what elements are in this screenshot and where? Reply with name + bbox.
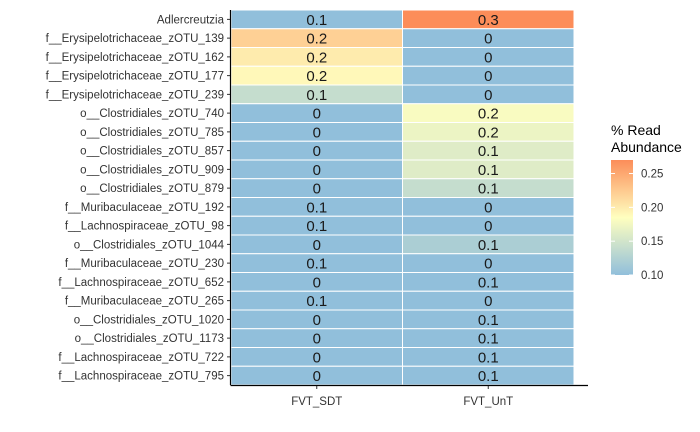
cell-value-label: 0.1 (478, 162, 499, 179)
row-label: o__Clostridiales_zOTU_909 (80, 164, 224, 176)
cell-value-label: 0 (484, 293, 492, 310)
cell-value-label: 0 (313, 312, 321, 329)
cell-value-label: 0.1 (478, 331, 499, 348)
axes (227, 10, 588, 389)
row-label: o__Clostridiales_zOTU_1020 (74, 314, 224, 326)
row-label: f__Lachnospiraceae_zOTU_98 (65, 221, 224, 233)
color-legend: % Read Abundance 0.25 0.20 0.15 0.10 (611, 122, 682, 282)
cell-value-label: 0.1 (478, 368, 499, 385)
cell-value-label: 0.1 (306, 87, 327, 104)
cell-value-label: 0 (313, 181, 321, 198)
row-labels: Adlercreutzia f__Erysipelotrichaceae_zOTU… (46, 14, 225, 382)
row-label: f__Muribaculaceae_zOTU_265 (65, 296, 224, 308)
cell-value-label: 0.2 (306, 31, 327, 48)
cell-value-label: 0.1 (478, 143, 499, 160)
cell-value-label: 0 (484, 31, 492, 48)
cell-value-label: 0.2 (306, 49, 327, 66)
cell-value-label: 0 (313, 124, 321, 141)
row-label: o__Clostridiales_zOTU_1173 (75, 333, 224, 345)
heatmap-cells (230, 9, 575, 386)
cell-value-label: 0 (313, 349, 321, 366)
legend-title-line-2: Abundance (611, 139, 682, 155)
column-label: FVT_SDT (291, 396, 342, 408)
cell-value-label: 0 (484, 68, 492, 85)
row-label: f__Muribaculaceae_zOTU_230 (65, 258, 224, 270)
cell-value-label: 0 (313, 143, 321, 160)
row-label: o__Clostridiales_zOTU_1044 (74, 239, 225, 251)
row-label: f__Muribaculaceae_zOTU_192 (65, 202, 224, 214)
cell-value-label: 0 (484, 256, 492, 273)
cell-value-label: 0 (484, 199, 492, 216)
row-label: f__Erysipelotrichaceae_zOTU_239 (46, 89, 224, 101)
cell-value-label: 0.2 (478, 106, 499, 123)
column-labels: FVT_SDT FVT_UnT (291, 396, 513, 408)
row-label: Adlercreutzia (157, 14, 225, 26)
legend-colorbar (611, 160, 633, 275)
cell-value-label: 0 (313, 274, 321, 291)
row-label: o__Clostridiales_zOTU_857 (80, 146, 224, 158)
legend-tick-label: 0.10 (641, 270, 663, 282)
row-label: o__Clostridiales_zOTU_740 (80, 108, 224, 120)
cell-value-label: 0.1 (306, 12, 327, 29)
legend-tick-label: 0.20 (641, 202, 663, 214)
cell-value-label: 0 (313, 106, 321, 123)
cell-value-label: 0.1 (306, 199, 327, 216)
cell-value-label: 0.2 (306, 68, 327, 85)
row-label: f__Lachnospiraceae_zOTU_652 (58, 277, 224, 289)
cell-value-label: 0.1 (478, 181, 499, 198)
cell-value-label: 0 (484, 218, 492, 235)
cell-value-labels: 0.1 0.30.2 00.2 00.2 00.1 00 0.20 0.20 0.10 0.10 0… (306, 12, 498, 385)
cell-value-label: 0 (313, 368, 321, 385)
cell-value-label: 0.3 (478, 12, 499, 29)
cell-value-label: 0 (313, 237, 321, 254)
legend-tick-label: 0.15 (641, 236, 663, 248)
cell-value-label: 0.1 (478, 237, 499, 254)
row-label: f__Erysipelotrichaceae_zOTU_162 (46, 52, 224, 64)
row-label: f__Erysipelotrichaceae_zOTU_139 (46, 33, 224, 45)
legend-tick-label: 0.25 (641, 169, 663, 181)
row-label: o__Clostridiales_zOTU_879 (80, 183, 224, 195)
cell-value-label: 0.1 (306, 293, 327, 310)
cell-value-label: 0.2 (478, 124, 499, 141)
row-label: f__Erysipelotrichaceae_zOTU_177 (46, 71, 224, 83)
legend-title-line-1: % Read (611, 122, 661, 138)
cell-value-label: 0.1 (478, 312, 499, 329)
cell-value-label: 0 (484, 49, 492, 66)
cell-value-label: 0.1 (478, 349, 499, 366)
cell-value-label: 0.1 (478, 274, 499, 291)
row-label: f__Lachnospiraceae_zOTU_722 (58, 352, 224, 364)
cell-value-label: 0.1 (306, 256, 327, 273)
cell-value-label: 0 (313, 331, 321, 348)
cell-value-label: 0 (313, 162, 321, 179)
legend-ticks: 0.25 0.20 0.15 0.10 (611, 169, 663, 282)
cell-value-label: 0.1 (306, 218, 327, 235)
column-label: FVT_UnT (463, 396, 513, 408)
row-label: o__Clostridiales_zOTU_785 (80, 127, 224, 139)
cell-value-label: 0 (484, 87, 492, 104)
row-label: f__Lachnospiraceae_zOTU_795 (58, 371, 224, 383)
